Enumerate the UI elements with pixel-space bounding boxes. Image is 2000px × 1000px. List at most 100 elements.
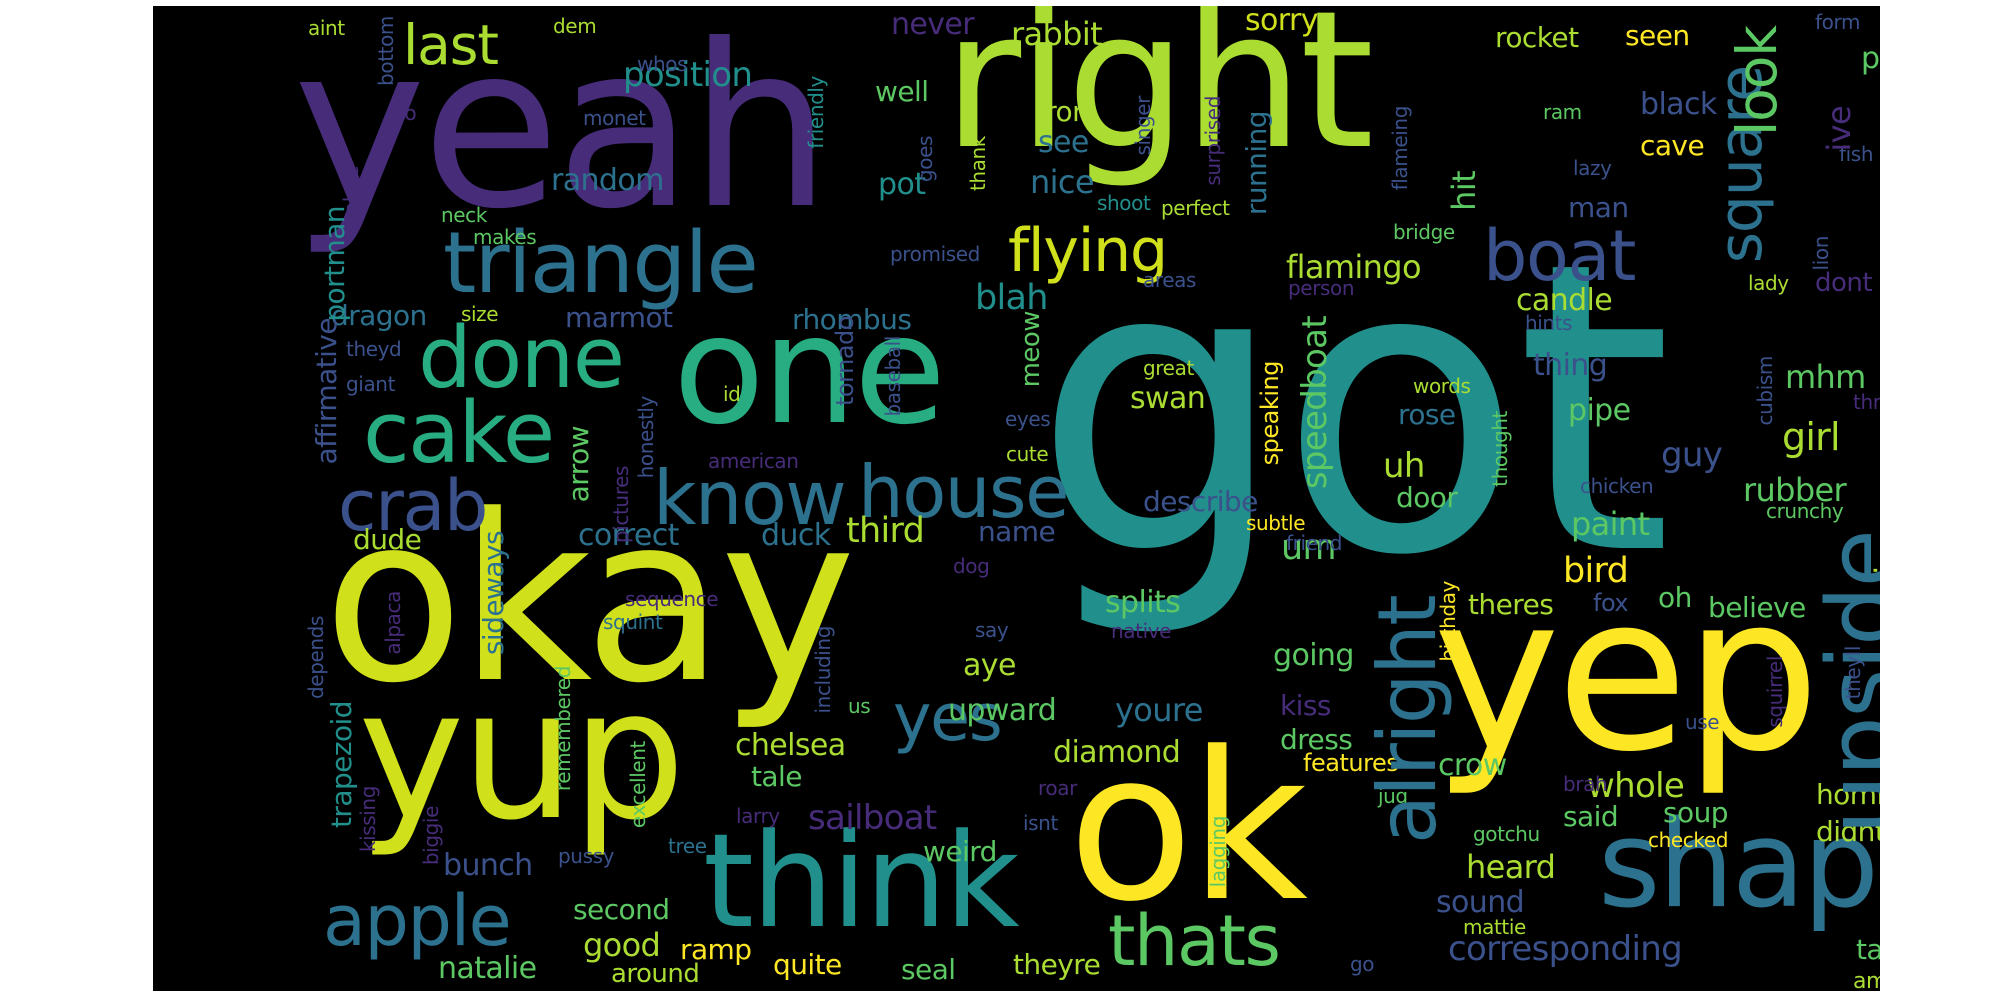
cloud-word: youre: [1115, 691, 1203, 729]
cloud-word: heard: [1466, 848, 1556, 886]
cloud-word: words: [1413, 374, 1471, 398]
cloud-word: iron: [1038, 95, 1090, 128]
cloud-word: pot: [878, 167, 926, 202]
cloud-word: nice: [1030, 163, 1095, 201]
cloud-word-vertical: lagging: [1206, 816, 1230, 888]
cloud-word: person: [1288, 276, 1355, 300]
cloud-word: quite: [773, 948, 842, 981]
cloud-word: bird: [1563, 551, 1629, 591]
cloud-word: dude: [353, 523, 422, 556]
cloud-word-vertical: meow: [1016, 311, 1046, 388]
cloud-word: last: [403, 13, 499, 77]
cloud-word: ramp: [680, 933, 752, 966]
cloud-word: rubber: [1743, 471, 1847, 509]
cloud-word: areas: [1143, 268, 1197, 292]
cloud-word: roar: [1038, 776, 1077, 800]
cloud-word: good: [583, 926, 661, 964]
cloud-word: friend: [1286, 531, 1343, 555]
cloud-word: aint: [308, 16, 345, 40]
cloud-word: man: [1568, 191, 1629, 224]
cloud-word: chelsea: [735, 728, 846, 763]
cloud-word: larry: [736, 804, 780, 828]
cloud-word-vertical: including: [811, 626, 835, 714]
cloud-word: pussy: [558, 844, 615, 868]
cloud-word-vertical: hit: [1445, 171, 1483, 211]
cloud-word-vertical: biggie: [419, 806, 443, 866]
cloud-word: homie: [1816, 778, 1880, 811]
cloud-word-vertical: singer: [1131, 96, 1155, 156]
cloud-word-vertical: cubism: [1753, 356, 1777, 426]
cloud-word: didnt: [1816, 815, 1880, 848]
cloud-word: sequence: [625, 587, 719, 611]
cloud-word: isnt: [1023, 811, 1058, 835]
cloud-word: upward: [948, 693, 1057, 728]
cloud-word: neck: [441, 203, 487, 227]
cloud-word: american: [708, 449, 799, 473]
cloud-word: cake: [363, 384, 555, 483]
cloud-word: seen: [1625, 19, 1690, 52]
cloud-word: triangle: [443, 214, 759, 313]
cloud-word: gotchu: [1473, 822, 1540, 846]
cloud-word-vertical: baseball: [881, 336, 905, 417]
cloud-word: use: [1685, 710, 1720, 734]
cloud-word: cave: [1640, 129, 1705, 162]
cloud-word-vertical: squirrel: [1763, 656, 1787, 728]
cloud-word: duck: [761, 518, 831, 553]
cloud-word: bunch: [443, 848, 533, 883]
cloud-word-vertical: ive: [1820, 106, 1858, 152]
cloud-word: great: [1143, 356, 1194, 380]
cloud-word-vertical: honestly: [634, 396, 658, 479]
cloud-word: swan: [1130, 381, 1206, 416]
cloud-word: bridge: [1393, 220, 1455, 244]
cloud-word: seal: [901, 953, 956, 986]
cloud-word: tale: [751, 760, 802, 793]
cloud-word: second: [573, 893, 670, 926]
cloud-word: hints: [1525, 311, 1573, 335]
cloud-word: well: [875, 75, 929, 108]
cloud-word: around: [611, 959, 700, 989]
cloud-word: marmot: [565, 301, 673, 334]
cloud-word: ok: [1068, 709, 1308, 947]
cloud-word: corresponding: [1448, 929, 1683, 969]
cloud-word: cute: [1006, 442, 1049, 466]
cloud-word: shoot: [1097, 191, 1151, 215]
cloud-word: dont: [1815, 268, 1873, 298]
cloud-word: dog: [953, 554, 990, 578]
cloud-word-vertical: surprised: [1201, 96, 1225, 186]
cloud-word: done: [418, 309, 625, 408]
cloud-word: lazy: [1573, 156, 1612, 180]
cloud-word: shape: [1598, 796, 1880, 935]
cloud-word: splits: [1105, 585, 1181, 620]
cloud-word-vertical: excellent: [626, 741, 650, 829]
cloud-word: go: [1350, 952, 1375, 976]
cloud-word: rocket: [1495, 21, 1579, 54]
cloud-word: flamingo: [1286, 248, 1422, 286]
cloud-word: um: [1281, 528, 1337, 568]
cloud-word-vertical: goes: [913, 136, 937, 183]
cloud-word: see: [1038, 125, 1089, 160]
cloud-word-vertical: sideways: [477, 531, 510, 656]
cloud-word: sound: [1436, 885, 1525, 920]
cloud-word: yo: [393, 101, 417, 125]
cloud-word: subtle: [1246, 511, 1306, 535]
cloud-word: black: [1640, 87, 1717, 122]
cloud-word: third: [846, 511, 925, 551]
cloud-word-vertical: theyll: [1841, 646, 1865, 700]
cloud-word: mattie: [1463, 915, 1526, 939]
cloud-word: diamond: [1053, 735, 1181, 770]
cloud-word: id: [723, 382, 741, 406]
cloud-word: got: [1033, 178, 1672, 643]
cloud-word: theres: [1468, 588, 1554, 621]
cloud-word: girl: [1782, 415, 1841, 459]
cloud-word-vertical: bottom: [374, 16, 398, 86]
cloud-word: right: [943, 6, 1374, 191]
cloud-word: one: [673, 284, 946, 458]
cloud-word: tree: [668, 834, 707, 858]
cloud-word: checked: [1648, 828, 1729, 852]
cloud-word: giant: [346, 372, 396, 396]
cloud-word: yes: [893, 681, 1003, 756]
cloud-word: believe: [1708, 591, 1806, 624]
cloud-word: correct: [578, 518, 679, 553]
cloud-word-vertical: lion: [1809, 236, 1833, 271]
